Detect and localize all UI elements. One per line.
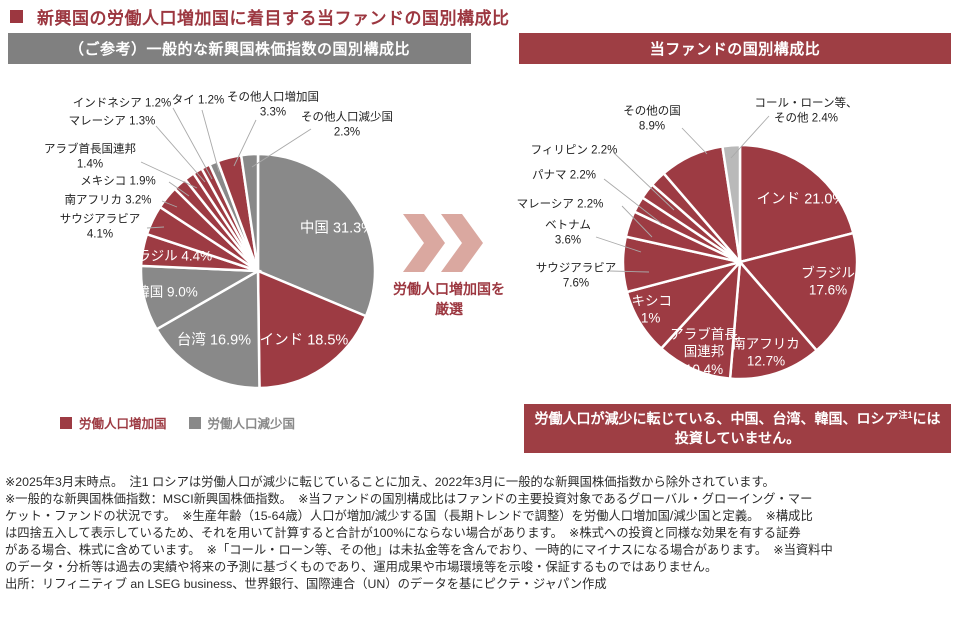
footnote-line: は四捨五入して表示しているため、それを用いて計算すると合計が100%にならない場… (5, 526, 801, 540)
pie-slice-label: その他人口増加国 3.3% (227, 91, 319, 118)
right-panel-header: 当ファンドの国別構成比 (519, 33, 951, 64)
leader-line (168, 181, 190, 197)
left-panel-header: （ご参考）一般的な新興国株価指数の国別構成比 (8, 33, 471, 64)
pie-slice (659, 258, 742, 380)
pie-chart-fund (595, 115, 859, 381)
chart-legend: 労働人口増加国 労働人口減少国 (60, 413, 295, 432)
pie-slice (738, 143, 855, 264)
pie-slice-label: パナマ 2.2% (532, 169, 596, 182)
leader-line (233, 119, 257, 167)
leader-line (251, 128, 312, 168)
legend-item: 労働人口増加国 (60, 413, 167, 432)
legend-label: 労働人口増加国 (79, 417, 167, 431)
pie-slice-label: その他人口減少国 2.3% (301, 111, 393, 138)
source-line: 出所：リフィニティブ an LSEG business、世界銀行、国際連合（UN… (5, 577, 607, 591)
legend-swatch (60, 416, 72, 429)
page-title-text: 新興国の労働人口増加国に着目する当ファンドの国別構成比 (37, 9, 510, 28)
legend-item: 労働人口減少国 (188, 413, 296, 432)
footnotes: ※2025年3月末時点。 注1 ロシアは労働人口が減少に転じていることに加え、2… (5, 474, 955, 593)
pie-slice-label: インド 18.5% (259, 332, 349, 349)
pie-slice (256, 269, 368, 390)
footnote-line: ケット・ファンドの状況です。 ※生産年齢（15-64歳）人口が増加/減少する国（… (5, 509, 813, 523)
pie-charts-canvas (139, 107, 859, 390)
pie-slice-label: マレーシア 2.2% (516, 198, 604, 211)
leader-line (201, 109, 220, 173)
chevron-right-icon (403, 214, 445, 272)
pie-slice (239, 152, 260, 272)
transition-label-line1: 労働人口増加国を (393, 281, 505, 297)
leader-line (609, 270, 650, 273)
leader-line (730, 115, 770, 159)
pie-slice-label: 南アフリカ 3.2% (64, 194, 152, 207)
pie-slice-label: インド 21.0% (756, 191, 846, 208)
pie-slice-label: インドネシア 1.2% (72, 97, 172, 110)
legend-swatch (188, 416, 201, 429)
leader-line (146, 226, 165, 229)
leader-line (155, 125, 206, 183)
fast-forward-icon (403, 214, 483, 272)
pie-slice-label: 韓国 9.0% (136, 284, 198, 300)
leader-line (681, 127, 708, 155)
note-text-post: には投資していません。 (674, 410, 941, 446)
pie-slice (728, 258, 819, 381)
pie-slice-label: ブラジル 4.4% (123, 248, 213, 264)
leader-line (161, 200, 178, 208)
pie-slice-label: サウジアラビア 7.6% (535, 262, 617, 289)
leader-line (172, 107, 213, 180)
note-text-pre: 労働人口が減少に転じている、中国、台湾、韓国、ロシア (534, 410, 899, 427)
pie-slice-label: コール・ローン等、 その他 2.4% (754, 97, 858, 124)
pie-slice-label: ブラジル 17.6% (801, 265, 855, 298)
leader-line (603, 178, 663, 225)
chevron-right-icon (441, 214, 483, 272)
pie-slice-label: ベトナム 3.6% (545, 219, 591, 246)
pie-slice-label: アラブ首長 国連邦 10.4% (670, 327, 738, 377)
footnote-line: がある場合、株式に含めています。 ※「コール・ローン等、その他」は未払金等を含ん… (5, 543, 833, 557)
pie-slice-label: マレーシア 1.3% (68, 115, 156, 128)
pie-slice (720, 143, 742, 263)
pie-slice-label: メキシコ 9.1% (618, 293, 672, 326)
pie-slice (154, 268, 261, 390)
footnote-line: のデータ・分析等は過去の実績や将来の予測に基づくものであり、運用成果や市場環境等… (5, 560, 718, 574)
transition-label: 労働人口増加国を 厳選 (387, 279, 511, 320)
pie-slice-label: フィリピン 2.2% (530, 144, 618, 157)
legend-label: 労働人口減少国 (207, 417, 296, 431)
leader-line (613, 152, 675, 211)
pie-chart-index (139, 107, 377, 390)
pie-slice-label: タイ 1.2% (171, 94, 225, 107)
pie-slice-label: 台湾 16.9% (176, 332, 252, 349)
footnote-line: ※2025年3月末時点。 注1 ロシアは労働人口が減少に転じていることに加え、2… (5, 475, 775, 489)
footnote-line: ※一般的な新興国株価指数：MSCI新興国株価指数。 ※当ファンドの国別構成比はフ… (5, 492, 813, 506)
pie-slice-label: 南アフリカ 12.7% (732, 336, 800, 369)
leader-line (595, 236, 642, 253)
no-investment-note: 労働人口が減少に転じている、中国、台湾、韓国、ロシア注1には投資していません。 (524, 404, 951, 453)
pie-slice-label: その他の国 8.9% (623, 105, 681, 132)
pie-slice (737, 231, 859, 353)
transition-label-line2: 厳選 (435, 301, 463, 318)
pie-slice-label: メキシコ 1.9% (80, 175, 156, 188)
pie-slice-label: アラブ首長国連邦 1.4% (44, 143, 136, 170)
square-bullet-icon (10, 10, 23, 23)
note-footnote-ref: 注1 (898, 410, 913, 421)
leader-line (621, 205, 653, 238)
pie-slice-label: サウジアラビア 4.1% (59, 213, 141, 240)
page-title: 新興国の労働人口増加国に着目する当ファンドの国別構成比 (10, 4, 510, 29)
leader-line (140, 161, 198, 189)
pie-slice-label: 中国 31.3% (299, 220, 375, 237)
pie-slice (256, 152, 377, 318)
